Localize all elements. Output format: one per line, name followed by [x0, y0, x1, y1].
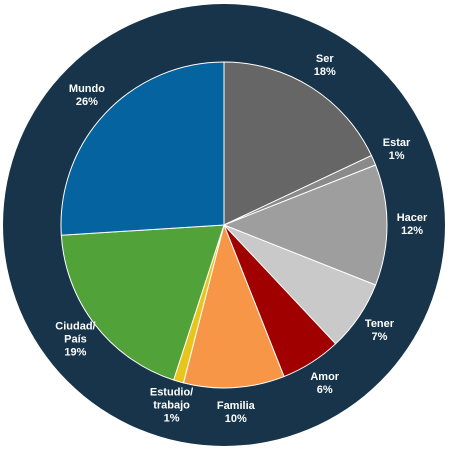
- slice-percent: 7%: [371, 330, 388, 343]
- slice-percent: 18%: [313, 66, 336, 79]
- slice-label: Estudio/ trabajo 1%: [150, 386, 193, 425]
- slice-label: Ser 18%: [314, 53, 336, 79]
- pie-slice: [182, 223, 285, 389]
- slice-name: Ciudad/ País: [55, 320, 96, 346]
- slice-label: Estar 1%: [383, 137, 411, 163]
- slice-percent: 26%: [75, 96, 98, 109]
- slice-label: Amor 6%: [310, 371, 339, 397]
- slice-label: Hacer 12%: [397, 212, 428, 238]
- slice-percent: 6%: [316, 383, 333, 396]
- slice-name: Mundo: [68, 83, 105, 96]
- slice-name: Ser: [315, 53, 334, 66]
- slice-label: Ciudad/ País 19%: [55, 321, 95, 360]
- slice-name: Tener: [364, 317, 395, 330]
- pie-slice: [223, 61, 373, 226]
- slice-percent: 12%: [400, 225, 424, 237]
- slice-label: Tener 7%: [365, 318, 394, 344]
- slice-percent: 1%: [163, 412, 180, 425]
- slice-name: Estar: [382, 137, 411, 150]
- slice-name: Amor: [310, 370, 340, 383]
- slice-label: Mundo 26%: [69, 83, 105, 109]
- slice-name: Estudio/ trabajo: [149, 386, 194, 412]
- slice-percent: 19%: [64, 346, 87, 359]
- pie-slice: [60, 224, 225, 381]
- slice-label: Familia 10%: [217, 400, 255, 426]
- pie-slice: [222, 164, 388, 286]
- slice-percent: 1%: [388, 150, 405, 163]
- pie-slice: [60, 61, 225, 236]
- slice-name: Hacer: [396, 212, 428, 224]
- slice-name: Familia: [216, 399, 255, 412]
- slice-percent: 10%: [224, 412, 247, 425]
